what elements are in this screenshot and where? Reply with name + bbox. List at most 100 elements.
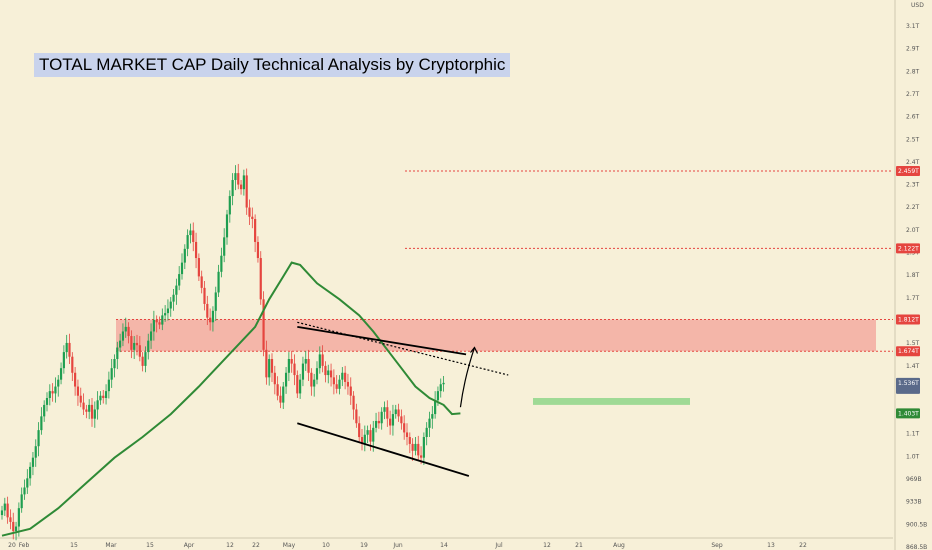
candle-body: [327, 370, 330, 376]
y-tick-label: 2.7T: [906, 91, 920, 98]
candle-body: [189, 230, 192, 236]
candle-body: [65, 342, 68, 353]
candle-body: [299, 379, 302, 394]
candle-body: [346, 381, 350, 387]
candle-body: [414, 443, 417, 451]
candle-body: [172, 294, 175, 302]
candle-body: [262, 299, 265, 350]
currency-label: USD: [911, 2, 924, 9]
price-tag: [896, 408, 920, 419]
candle-body: [48, 391, 51, 399]
x-tick-label: 12: [543, 542, 551, 549]
y-tick-label: 900.5B: [906, 521, 927, 528]
x-tick-label: Feb: [19, 542, 30, 549]
price-tag: [896, 166, 920, 177]
candle-body: [270, 359, 274, 373]
candle-body: [40, 416, 43, 431]
candle-body: [144, 352, 147, 366]
candle-body: [439, 384, 442, 392]
x-tick-label: 19: [360, 542, 368, 549]
candle-body: [248, 207, 251, 217]
price-tag-label: 2.122T: [898, 245, 919, 252]
price-tag: [896, 314, 920, 325]
candle-body: [152, 319, 155, 332]
x-tick-label: Jun: [392, 542, 403, 549]
price-tag: [896, 377, 920, 394]
candle-body: [96, 400, 99, 410]
candle-body: [104, 391, 108, 399]
candle-body: [363, 434, 366, 444]
candle-body: [166, 308, 170, 314]
candle-body: [293, 363, 296, 376]
candle-body: [43, 404, 46, 417]
candle-body: [251, 216, 254, 220]
candle-body: [0, 510, 4, 516]
y-tick-label: 1.4T: [906, 363, 920, 370]
support-zone: [533, 398, 690, 405]
candle-body: [228, 196, 231, 215]
candle-body: [214, 292, 217, 311]
candle-body: [127, 326, 130, 337]
candle-body: [124, 326, 127, 332]
x-tick-label: Aug: [613, 542, 625, 549]
candle-body: [211, 310, 215, 323]
candle-body: [259, 258, 262, 300]
candle-body: [225, 214, 229, 238]
candle-body: [273, 372, 276, 385]
candle-body: [366, 430, 369, 435]
y-tick-label: 2.4T: [906, 159, 920, 166]
candle-body: [436, 391, 440, 401]
candle-body: [119, 340, 122, 348]
candle-body: [369, 430, 372, 442]
x-tick-label: Jul: [494, 542, 503, 549]
candle-body: [380, 411, 383, 424]
chart-title: TOTAL MARKET CAP Daily Technical Analysi…: [34, 53, 511, 77]
candle-body: [14, 526, 18, 532]
y-tick-label: 2.3T: [906, 182, 920, 189]
candle-body: [3, 503, 6, 511]
candle-body: [9, 517, 12, 522]
candle-body: [6, 503, 9, 518]
candle-body: [242, 175, 245, 190]
y-tick-label: 2.2T: [906, 204, 920, 211]
candle-body: [394, 409, 397, 415]
candle-body: [147, 340, 150, 353]
candle-body: [138, 345, 141, 357]
candle-body: [245, 175, 248, 208]
candle-body: [99, 395, 102, 401]
candle-body: [85, 409, 88, 412]
candle-body: [231, 180, 234, 197]
y-tick-label: 868.5B: [906, 544, 927, 550]
candle-body: [307, 359, 310, 373]
candle-body: [133, 342, 136, 350]
candle-body: [26, 478, 29, 488]
candle-body: [183, 248, 186, 263]
candle-body: [90, 404, 94, 419]
candle-body: [76, 386, 80, 396]
candle-body: [419, 455, 423, 458]
candle-body: [344, 372, 347, 382]
candle-body: [352, 395, 355, 410]
candle-body: [82, 402, 85, 410]
candle-body: [79, 395, 82, 403]
y-tick-label: 2.0T: [906, 227, 920, 234]
candle-body: [29, 466, 32, 479]
candle-body: [54, 386, 57, 394]
x-tick-label: Apr: [184, 542, 195, 549]
candle-body: [341, 372, 344, 380]
price-tag-label: 1.536T: [898, 380, 919, 387]
candle-body: [59, 368, 63, 380]
candle-body: [62, 352, 65, 369]
resistance-zone: [116, 319, 876, 352]
candle-body: [386, 407, 389, 419]
candle-body: [296, 375, 299, 394]
candle-body: [321, 354, 324, 366]
candle-body: [206, 303, 209, 318]
candle-body: [237, 173, 240, 185]
candle-body: [400, 416, 403, 424]
candle-body: [428, 418, 431, 428]
candle-body: [180, 262, 184, 275]
candle-body: [425, 427, 428, 438]
candle-body: [282, 386, 285, 403]
y-tick-label: 1.5T: [906, 340, 920, 347]
